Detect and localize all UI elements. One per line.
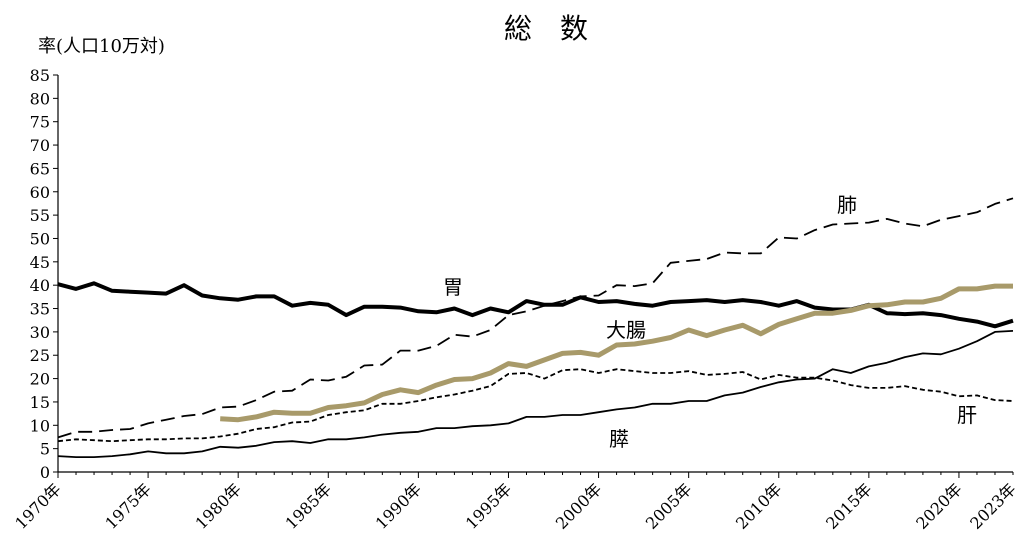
y-tick-label: 20 [30,370,50,389]
y-tick-label: 75 [30,113,50,132]
x-tick-label: 1980年 [191,479,245,533]
y-tick-label: 60 [30,183,50,202]
y-tick-label: 55 [30,206,50,225]
y-tick-label: 10 [30,416,50,435]
x-ticks: 1970年 1975年 1980年 1985年 1990年 1995年 2000年 2005年… [11,472,1020,533]
x-tick-label: 2015年 [822,479,876,533]
series-label-colorectal: 大腸 [606,318,646,342]
y-tick-label: 0 [40,463,50,482]
y-tick-label: 5 [40,440,50,459]
y-tick-label: 45 [30,253,50,272]
x-tick-label: 1985年 [282,479,336,533]
x-tick-label: 1975年 [101,479,155,533]
series-label-liver: 肝 [957,403,977,427]
y-tick-label: 85 [30,66,50,85]
x-tick-label: 2010年 [732,479,786,533]
y-tick-label: 30 [30,323,50,342]
x-tick-label: 2020年 [912,479,966,533]
axes [57,75,1013,473]
y-tick-label: 80 [30,89,50,108]
chart-title: 総数 [504,12,616,45]
y-ticks: 0 5 10 15 20 25 30 35 40 45 50 55 60 65 70 75 80 85 [30,66,58,482]
y-tick-label: 65 [30,159,50,178]
y-tick-label: 70 [30,136,50,155]
x-tick-label: 2005年 [642,479,696,533]
series-line-lung [57,197,1014,439]
x-tick-label: 2023年 [966,479,1020,533]
y-axis-label: 率(人口10万対) [38,36,165,57]
x-tick-label: 1990年 [372,479,426,533]
series-lines [57,197,1014,459]
x-tick-label: 1970年 [11,479,65,533]
series-line-pancreas [57,330,1014,459]
series-label-stomach: 胃 [443,275,463,299]
y-tick-label: 40 [30,276,50,295]
y-tick-label: 25 [30,346,50,365]
y-tick-label: 15 [30,393,50,412]
series-labels: 肺 胃 大腸 肝 膵 [443,193,977,451]
series-label-pancreas: 膵 [609,427,629,451]
x-tick-label: 1995年 [462,479,516,533]
x-tick-label: 2000年 [552,479,606,533]
y-tick-label: 50 [30,229,50,248]
series-label-lung: 肺 [837,193,857,217]
series-line-colorectal [220,283,1013,423]
series-line-liver [57,368,1014,443]
y-tick-label: 35 [30,300,50,319]
